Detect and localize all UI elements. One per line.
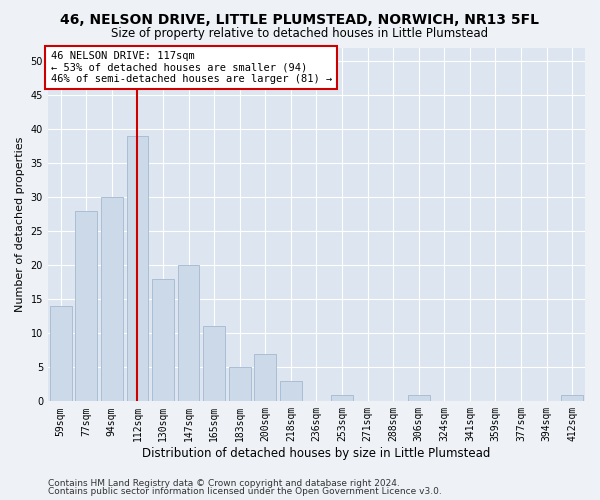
Bar bbox=[152, 279, 174, 402]
Text: 46, NELSON DRIVE, LITTLE PLUMSTEAD, NORWICH, NR13 5FL: 46, NELSON DRIVE, LITTLE PLUMSTEAD, NORW… bbox=[61, 12, 539, 26]
Bar bbox=[280, 381, 302, 402]
Bar bbox=[562, 394, 583, 402]
Bar bbox=[203, 326, 225, 402]
Bar bbox=[229, 368, 251, 402]
Text: Contains public sector information licensed under the Open Government Licence v3: Contains public sector information licen… bbox=[48, 487, 442, 496]
X-axis label: Distribution of detached houses by size in Little Plumstead: Distribution of detached houses by size … bbox=[142, 447, 491, 460]
Y-axis label: Number of detached properties: Number of detached properties bbox=[15, 136, 25, 312]
Bar bbox=[408, 394, 430, 402]
Bar bbox=[76, 211, 97, 402]
Text: Size of property relative to detached houses in Little Plumstead: Size of property relative to detached ho… bbox=[112, 28, 488, 40]
Bar bbox=[50, 306, 71, 402]
Text: Contains HM Land Registry data © Crown copyright and database right 2024.: Contains HM Land Registry data © Crown c… bbox=[48, 478, 400, 488]
Bar bbox=[331, 394, 353, 402]
Bar bbox=[178, 265, 199, 402]
Bar bbox=[254, 354, 276, 402]
Bar bbox=[101, 197, 123, 402]
Text: 46 NELSON DRIVE: 117sqm
← 53% of detached houses are smaller (94)
46% of semi-de: 46 NELSON DRIVE: 117sqm ← 53% of detache… bbox=[50, 51, 332, 84]
Bar bbox=[127, 136, 148, 402]
